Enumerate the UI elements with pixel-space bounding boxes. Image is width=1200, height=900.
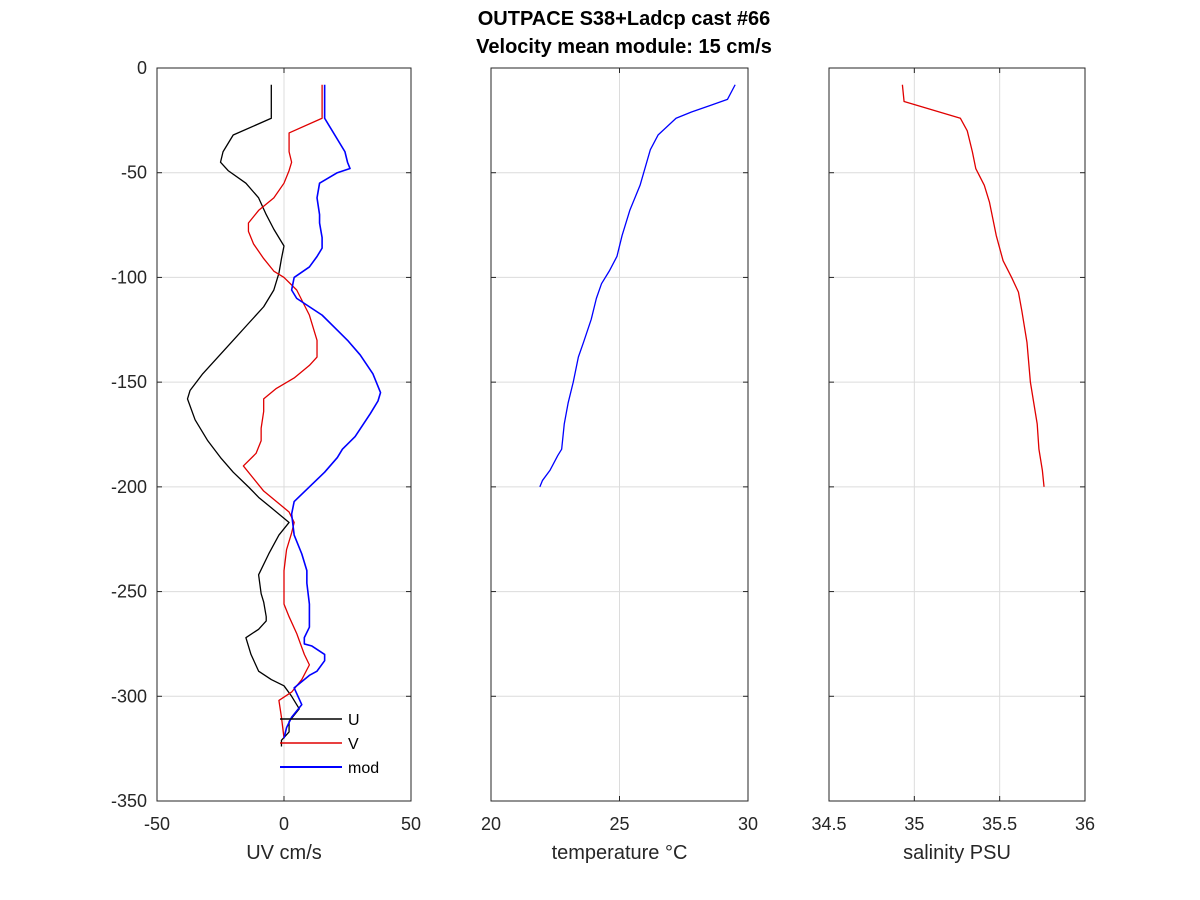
y-tick-label: -350	[111, 791, 147, 811]
panel-2: 20 25 30 temperature °C	[481, 67, 758, 864]
chart-title-line-1: OUTPACE S38+Ladcp cast #66	[478, 8, 771, 30]
y-tick-label: -150	[111, 372, 147, 392]
legend-label-u: U	[348, 712, 360, 729]
x-axis-label: temperature °C	[552, 842, 688, 864]
panel-1: -50 0 50 0 -50 -100 -150 -200 -250 -300 -350 UV cm/…	[111, 58, 421, 864]
axes-box	[828, 67, 1086, 802]
x-tick-label: 34.5	[811, 814, 846, 834]
legend-label-mod: mod	[348, 760, 379, 777]
panels: -50 0 50 0 -50 -100 -150 -200 -250 -300 -350 UV cm/…	[111, 58, 1095, 864]
series-line-mod	[283, 84, 382, 739]
y-tick-label: 0	[137, 58, 147, 78]
x-tick-label: 0	[279, 814, 289, 834]
y-tick-label: -300	[111, 686, 147, 706]
series-line-salinity	[901, 84, 1045, 487]
y-tick-label: -100	[111, 267, 147, 287]
x-tick-label: 25	[609, 814, 629, 834]
series-line-v	[242, 84, 323, 739]
legend-label-v: V	[348, 736, 359, 753]
y-tick-label: -50	[121, 163, 147, 183]
x-tick-label: 20	[481, 814, 501, 834]
y-tick-label: -200	[111, 477, 147, 497]
series-line-u	[186, 84, 300, 747]
x-tick-label: 35.5	[982, 814, 1017, 834]
x-tick-label: 30	[738, 814, 758, 834]
series-line-temperature	[539, 84, 736, 488]
x-axis-label: salinity PSU	[903, 842, 1011, 864]
panel-3: 34.5 35 35.5 36 salinity PSU	[811, 67, 1095, 864]
x-tick-label: -50	[144, 814, 170, 834]
x-tick-label: 35	[904, 814, 924, 834]
chart-title-line-2: Velocity mean module: 15 cm/s	[476, 36, 772, 58]
x-axis-label: UV cm/s	[246, 842, 322, 864]
x-tick-label: 36	[1075, 814, 1095, 834]
x-tick-label: 50	[401, 814, 421, 834]
y-tick-label: -250	[111, 582, 147, 602]
plot-area	[829, 68, 1085, 801]
